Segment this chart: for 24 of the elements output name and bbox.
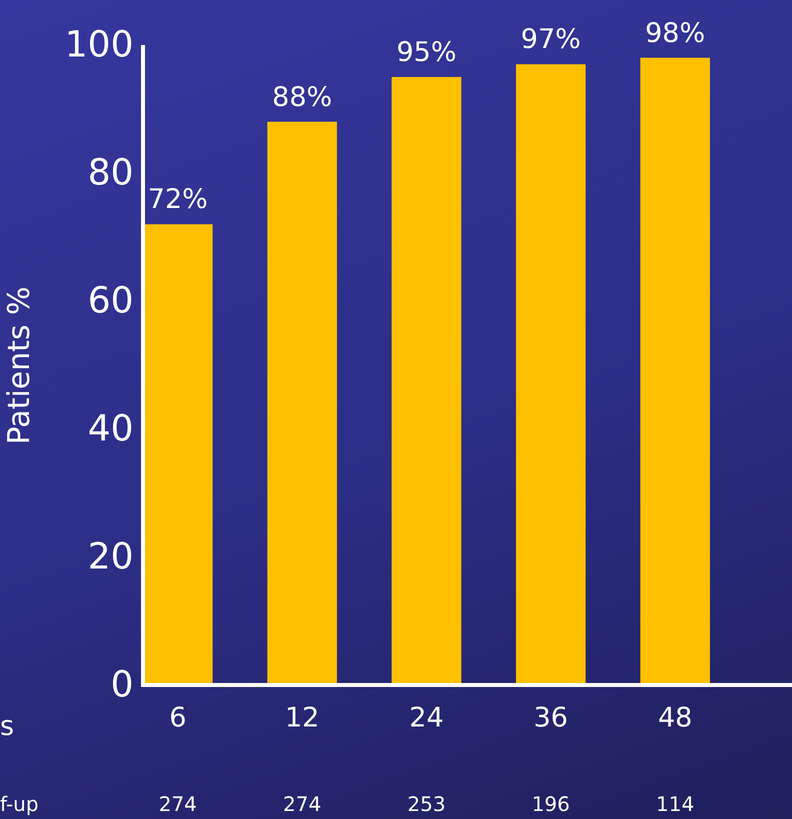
- y-tick-label: 20: [88, 536, 134, 578]
- text: f-up: [0, 792, 39, 816]
- y-tick-label: 60: [88, 280, 134, 322]
- text: 274: [158, 792, 197, 816]
- data-label: 72%: [148, 184, 208, 216]
- text: 274: [283, 792, 322, 816]
- data-label: 88%: [272, 82, 332, 113]
- text: 114: [656, 792, 694, 816]
- text: s: [0, 711, 14, 742]
- x-tick-label: 48: [658, 702, 692, 734]
- y-tick-label: 80: [88, 152, 134, 194]
- x-tick-label: 24: [409, 702, 444, 734]
- text: 253: [407, 792, 446, 816]
- data-label: 97%: [520, 24, 581, 56]
- data-label: 98%: [645, 18, 706, 49]
- y-tick-label: 100: [64, 24, 134, 66]
- text: 196: [532, 792, 570, 816]
- x-tick-label: 6: [169, 702, 186, 734]
- y-tick-label: 0: [110, 664, 134, 706]
- x-tick-label: 12: [284, 702, 320, 734]
- x-tick-label: 36: [534, 702, 568, 734]
- y-tick-label: 40: [88, 408, 134, 450]
- y-axis-title: Patients %: [2, 286, 37, 445]
- data-label: 95%: [396, 37, 456, 68]
